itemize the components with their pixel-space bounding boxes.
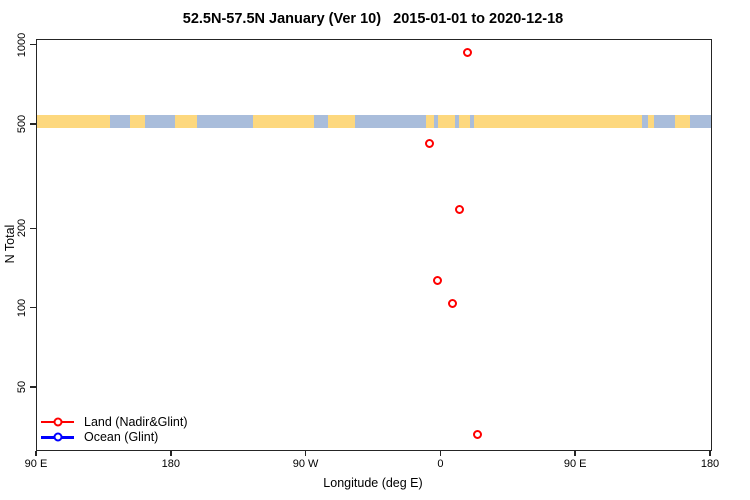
chart-title: 52.5N-57.5N January (Ver 10) 2015-01-01 … [182, 11, 564, 27]
x-tick-label: 180 [700, 458, 720, 470]
map-band-segment-ocean [144, 114, 175, 128]
legend-item-ocean: Ocean (Glint) [41, 430, 188, 446]
y-tick-mark [30, 123, 36, 125]
map-band-segment-land [129, 114, 145, 128]
map-band-segment-land [426, 114, 434, 128]
map-band-segment-ocean [469, 114, 475, 128]
x-axis-title: Longitude (deg E) [323, 476, 423, 490]
map-band-segment-land [174, 114, 198, 128]
y-tick-mark [30, 386, 36, 388]
x-tick-mark [574, 450, 576, 456]
map-band-segment-land [327, 114, 355, 128]
y-tick-label: 50 [16, 380, 28, 393]
legend-label-land: Land (Nadir&Glint) [84, 414, 188, 429]
y-axis-title: N Total [3, 224, 17, 264]
legend-marker-ocean-icon [41, 430, 74, 444]
x-tick-label: 0 [437, 458, 444, 470]
y-tick-label: 200 [16, 219, 28, 238]
y-tick-mark [30, 227, 36, 230]
map-band-segment-ocean [690, 114, 711, 128]
legend-label-ocean: Ocean (Glint) [84, 430, 159, 445]
y-tick-mark [30, 306, 36, 309]
map-band-segment-land [648, 114, 655, 128]
x-tick-label: 90 E [563, 458, 587, 470]
map-band-segment-land [459, 114, 470, 128]
map-band-segment-land [37, 114, 111, 128]
x-tick-mark [439, 450, 442, 456]
map-band-segment-ocean [654, 114, 676, 128]
x-tick-label: 90 W [292, 458, 319, 470]
map-band [37, 114, 711, 128]
legend: Land (Nadir&Glint) Ocean (Glint) [41, 414, 188, 445]
legend-item-land: Land (Nadir&Glint) [41, 414, 188, 430]
data-point-land [425, 139, 435, 149]
legend-circle-land-icon [53, 417, 62, 427]
map-band-segment-ocean [642, 114, 649, 128]
y-tick-label: 100 [16, 298, 28, 317]
map-band-segment-land [474, 114, 643, 128]
y-tick-label: 500 [16, 114, 28, 133]
map-band-segment-ocean [454, 114, 460, 128]
data-point-land [432, 275, 442, 285]
map-band-segment-ocean [110, 114, 130, 128]
plot-area: Land (Nadir&Glint) Ocean (Glint) [36, 39, 712, 451]
map-band-segment-ocean [197, 114, 253, 128]
x-tick-label: 90 E [24, 458, 48, 470]
data-point-land [455, 205, 465, 215]
x-tick-mark [304, 450, 307, 456]
data-point-land [447, 298, 457, 308]
map-band-segment-ocean [354, 114, 427, 128]
x-tick-mark [709, 450, 711, 456]
map-band-segment-ocean [314, 114, 328, 128]
data-point-land [462, 48, 472, 58]
data-point-land [473, 429, 483, 439]
map-band-segment-ocean [433, 114, 439, 128]
x-tick-label: 180 [161, 458, 180, 470]
map-band-segment-land [438, 114, 455, 128]
x-tick-mark [170, 450, 172, 456]
legend-circle-ocean-icon [53, 432, 62, 442]
x-tick-mark [35, 450, 37, 456]
y-tick-label: 1000 [16, 32, 28, 57]
map-band-segment-land [252, 114, 315, 128]
legend-marker-land-icon [41, 415, 74, 429]
map-band-segment-land [675, 114, 691, 128]
y-tick-mark [30, 43, 36, 46]
